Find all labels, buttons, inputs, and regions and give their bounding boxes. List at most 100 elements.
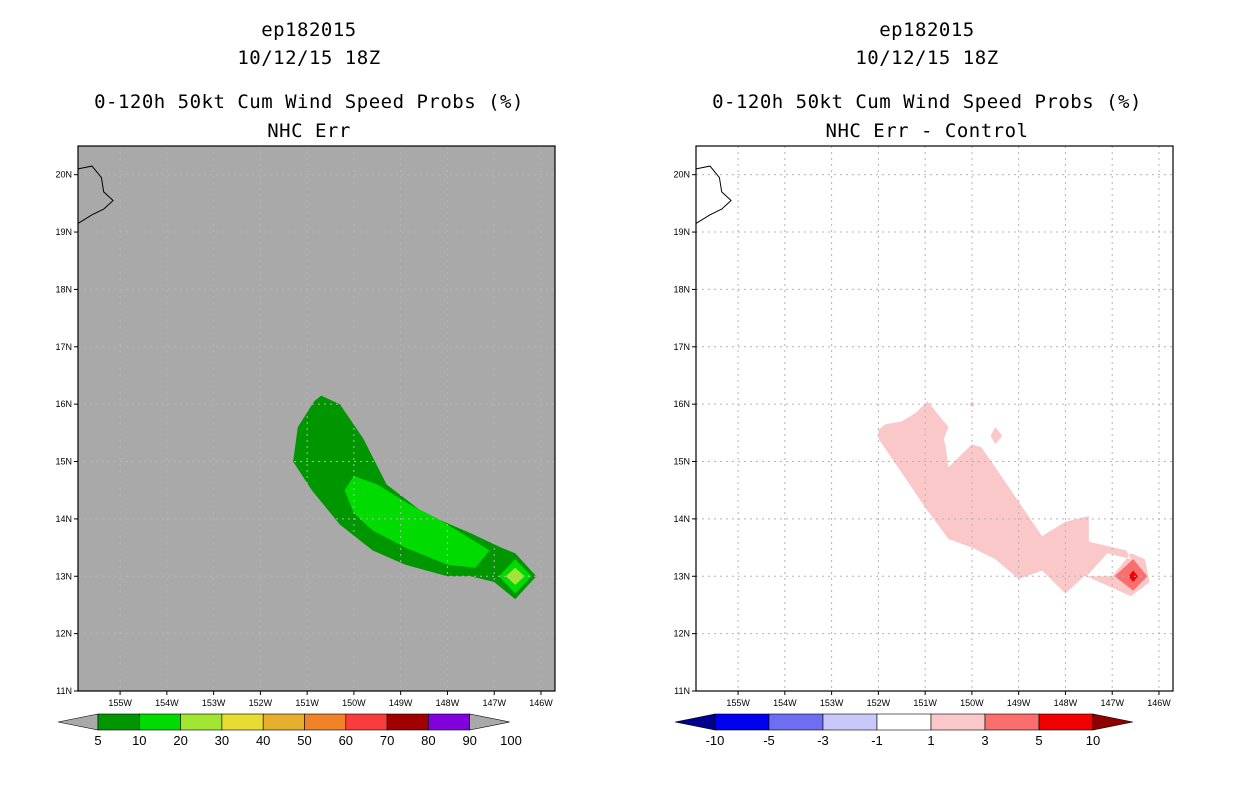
y-tick-label: 20N bbox=[55, 170, 72, 180]
colorbar-swatch bbox=[714, 713, 770, 731]
contour-level-10 bbox=[344, 475, 490, 568]
chart-title-datetime: 10/12/15 18Z bbox=[237, 47, 381, 69]
colorbar-label: -10 bbox=[706, 733, 725, 748]
colorbar-label: 100 bbox=[500, 733, 522, 748]
colorbar-label: 90 bbox=[462, 733, 476, 748]
colorbar-label: 3 bbox=[981, 733, 988, 748]
x-tick-label: 155W bbox=[726, 698, 750, 708]
chart-title-storm-id: ep182015 bbox=[261, 19, 357, 41]
left-chart-panel: ep182015 10/12/15 18Z 0-120h 50kt Cum Wi… bbox=[55, 19, 556, 748]
colorbar: 5 10 20 30 40 50 60 70 80 90 100 bbox=[57, 713, 522, 748]
y-tick-label: 19N bbox=[673, 227, 690, 237]
x-tick-label: 149W bbox=[1007, 698, 1031, 708]
colorbar-label: 80 bbox=[421, 733, 435, 748]
y-tick-label: 13N bbox=[673, 571, 690, 581]
x-tick-label: 148W bbox=[436, 698, 460, 708]
colorbar-label: 30 bbox=[215, 733, 229, 748]
colorbar-swatch bbox=[97, 713, 140, 731]
colorbar-label: 60 bbox=[339, 733, 353, 748]
x-tick-label: 146W bbox=[529, 698, 553, 708]
chart-title-variable: 0-120h 50kt Cum Wind Speed Probs (%) bbox=[712, 91, 1142, 113]
colorbar-swatch bbox=[304, 713, 347, 731]
y-tick-label: 12N bbox=[673, 629, 690, 639]
chart-subtitle: NHC Err bbox=[267, 120, 351, 142]
x-tick-label: 153W bbox=[820, 698, 844, 708]
x-tick-label: 152W bbox=[249, 698, 273, 708]
colorbar-swatch bbox=[768, 713, 824, 731]
y-tick-label: 16N bbox=[673, 399, 690, 409]
contour-level-1 bbox=[878, 401, 1150, 597]
x-tick-label: 151W bbox=[295, 698, 319, 708]
colorbar-label: -1 bbox=[871, 733, 883, 748]
x-tick-label: 152W bbox=[867, 698, 891, 708]
colorbar-swatch bbox=[930, 713, 986, 731]
x-tick-label: 150W bbox=[342, 698, 366, 708]
plot-frame bbox=[695, 145, 1174, 692]
colorbar-swatch bbox=[139, 713, 181, 731]
colorbar-extend-low bbox=[674, 713, 716, 731]
chart-title-datetime: 10/12/15 18Z bbox=[855, 47, 999, 69]
map-plot: 155W 154W 153W 152W 151W 150W 149W 148W 147W 146W… bbox=[55, 145, 556, 708]
colorbar-label: 5 bbox=[1035, 733, 1042, 748]
chart-title-variable: 0-120h 50kt Cum Wind Speed Probs (%) bbox=[94, 91, 524, 113]
right-chart-panel: ep182015 10/12/15 18Z 0-120h 50kt Cum Wi… bbox=[618, 0, 1236, 800]
coastline-hawaii bbox=[78, 165, 114, 224]
chart-title-storm-id: ep182015 bbox=[879, 19, 975, 41]
y-tick-label: 14N bbox=[55, 514, 72, 524]
colorbar-swatch bbox=[262, 713, 305, 731]
colorbar-extend-high bbox=[469, 713, 510, 731]
y-tick-label: 11N bbox=[674, 686, 690, 696]
colorbar-label: 10 bbox=[132, 733, 146, 748]
colorbar-swatch bbox=[876, 713, 932, 731]
map-plot: 155W 154W 153W 152W 151W 150W 149W 148W 147W 146W… bbox=[673, 145, 1174, 708]
y-tick-label: 20N bbox=[673, 170, 690, 180]
x-tick-label: 154W bbox=[155, 698, 179, 708]
plot-frame bbox=[77, 145, 556, 692]
x-tick-label: 153W bbox=[202, 698, 226, 708]
colorbar-label: 5 bbox=[94, 733, 101, 748]
x-tick-label: 149W bbox=[389, 698, 413, 708]
colorbar-swatch bbox=[386, 713, 429, 731]
coastline-hawaii bbox=[696, 165, 732, 224]
colorbar-label: 10 bbox=[1086, 733, 1100, 748]
y-tick-label: 11N bbox=[56, 686, 72, 696]
colorbar-swatch bbox=[180, 713, 223, 731]
contour-level-20 bbox=[505, 567, 525, 585]
y-tick-label: 15N bbox=[55, 457, 72, 467]
x-tick-label: 147W bbox=[1100, 698, 1124, 708]
colorbar-label: 70 bbox=[380, 733, 394, 748]
colorbar-swatch bbox=[345, 713, 388, 731]
colorbar-label: -3 bbox=[817, 733, 829, 748]
colorbar-swatch bbox=[822, 713, 878, 731]
colorbar-label: 20 bbox=[173, 733, 187, 748]
colorbar-label: -5 bbox=[763, 733, 775, 748]
map-layers bbox=[696, 146, 1173, 691]
y-tick-label: 12N bbox=[55, 629, 72, 639]
x-tick-label: 154W bbox=[773, 698, 797, 708]
colorbar-label: 40 bbox=[256, 733, 270, 748]
colorbar-swatch bbox=[221, 713, 264, 731]
colorbar: -10 -5 -3 -1 1 3 5 10 bbox=[674, 713, 1134, 748]
contour-level-5 bbox=[1128, 570, 1138, 582]
colorbar-extend-high bbox=[1092, 713, 1134, 731]
map-layers bbox=[78, 146, 555, 691]
colorbar-swatch bbox=[1038, 713, 1094, 731]
x-tick-label: 155W bbox=[108, 698, 132, 708]
y-tick-label: 13N bbox=[55, 571, 72, 581]
y-tick-label: 18N bbox=[55, 284, 72, 294]
x-tick-label: 150W bbox=[960, 698, 984, 708]
colorbar-swatch bbox=[984, 713, 1040, 731]
chart-subtitle: NHC Err - Control bbox=[825, 120, 1029, 142]
colorbar-label: 50 bbox=[297, 733, 311, 748]
x-tick-label: 147W bbox=[482, 698, 506, 708]
y-tick-label: 14N bbox=[673, 514, 690, 524]
y-tick-label: 18N bbox=[673, 284, 690, 294]
y-tick-label: 17N bbox=[673, 342, 690, 352]
x-tick-label: 151W bbox=[913, 698, 937, 708]
colorbar-extend-low bbox=[57, 713, 99, 731]
x-tick-label: 148W bbox=[1054, 698, 1078, 708]
y-tick-label: 19N bbox=[55, 227, 72, 237]
y-tick-label: 15N bbox=[673, 457, 690, 467]
x-tick-label: 146W bbox=[1147, 698, 1171, 708]
colorbar-label: 1 bbox=[927, 733, 934, 748]
